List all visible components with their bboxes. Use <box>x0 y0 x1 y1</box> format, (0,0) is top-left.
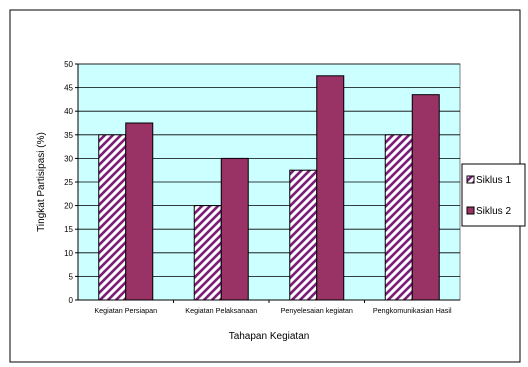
bar-1-4 <box>384 134 413 301</box>
y-tick-label: 40 <box>64 107 73 116</box>
bars <box>98 75 440 301</box>
x-tick-label: Kegiatan Persiapan <box>94 306 157 315</box>
bar-1-3 <box>289 169 318 301</box>
bar-1-1 <box>98 134 127 301</box>
y-axis-label: Tingkat Partisipasi (%) <box>36 132 47 232</box>
y-tick-label: 10 <box>64 249 73 258</box>
y-tick-label: 35 <box>64 131 73 140</box>
x-axis-ticks: Kegiatan Persiapan Kegiatan Pelaksanaan Pe… <box>94 300 452 315</box>
legend-label-1: Siklus 1 <box>476 175 511 186</box>
x-tick-label: Pengkomunikasian Hasil <box>373 306 452 315</box>
legend-label-2: Siklus 2 <box>476 206 511 217</box>
y-tick-label: 5 <box>69 272 74 281</box>
bar-2-1 <box>125 122 154 301</box>
y-tick-label: 15 <box>64 225 73 234</box>
legend: Siklus 1 Siklus 2 <box>461 163 526 227</box>
legend-swatch-2 <box>466 206 475 215</box>
x-tick-label: Penyelesaian kegiatan <box>281 306 353 315</box>
bar-2-3 <box>316 75 345 301</box>
legend-swatch-1 <box>466 175 475 184</box>
y-tick-label: 50 <box>64 60 73 69</box>
x-tick-label: Kegiatan Pelaksanaan <box>185 306 257 315</box>
bar-2-2 <box>220 157 249 301</box>
y-tick-label: 25 <box>64 178 73 187</box>
y-tick-label: 30 <box>64 154 73 163</box>
bar-2-4 <box>411 94 440 301</box>
bar-1-2 <box>193 205 222 301</box>
y-tick-label: 0 <box>69 296 74 305</box>
y-tick-label: 45 <box>64 84 73 93</box>
y-tick-label: 20 <box>64 202 73 211</box>
x-axis-label: Tahapan Kegiatan <box>229 331 310 342</box>
legend-box <box>461 163 526 227</box>
